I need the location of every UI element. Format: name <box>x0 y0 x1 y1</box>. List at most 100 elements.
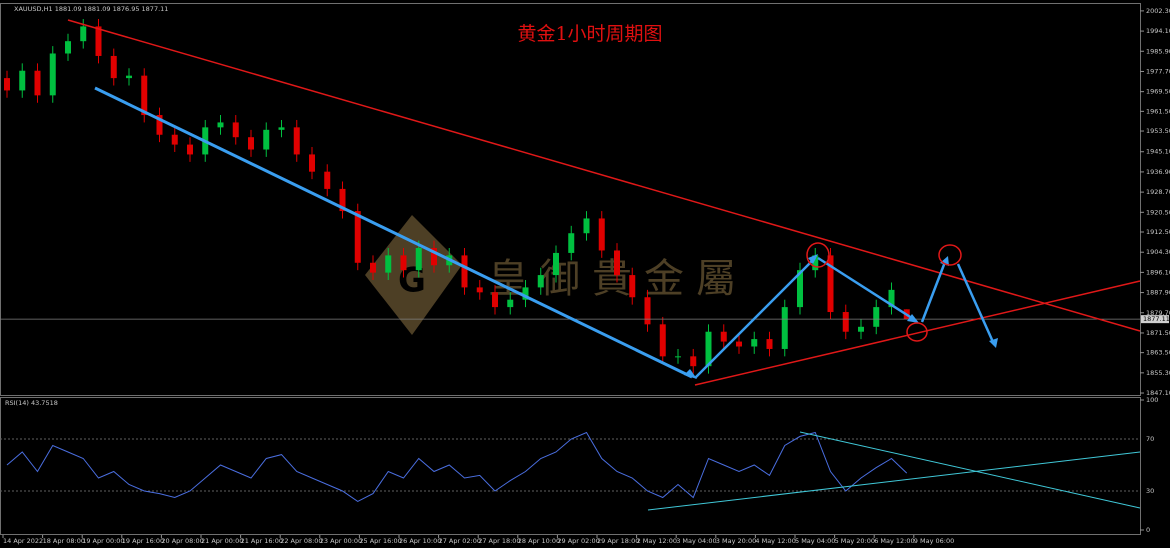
y-tick-label: 1969.50 <box>1146 88 1170 96</box>
candle-body <box>49 53 56 96</box>
trend-arrow <box>817 256 916 322</box>
x-tick-label: 3 May 04:00 <box>676 537 716 545</box>
candle-body <box>4 78 10 91</box>
candle-body <box>507 299 514 308</box>
candle-body <box>751 339 758 347</box>
candle-body <box>156 115 163 135</box>
candle-body <box>537 275 544 288</box>
y-tick-label: 1879.70 <box>1146 309 1170 317</box>
price-box <box>1141 315 1169 324</box>
candle-body <box>232 122 239 138</box>
candle-body <box>324 171 331 189</box>
x-tick-label: 26 Apr 10:00 <box>399 537 441 545</box>
candle-body <box>568 233 575 253</box>
x-tick-label: 4 May 12:00 <box>755 537 795 545</box>
trend-arrow <box>94 86 693 379</box>
y-tick-label: 1936.90 <box>1146 168 1170 176</box>
candle-body <box>248 137 254 150</box>
header: XAUUSD,H1 1881.09 1881.09 1876.95 1877.1… <box>14 5 168 13</box>
y-tick-label: 1847.10 <box>1146 389 1170 397</box>
candle-body <box>659 324 666 357</box>
trend-arrow <box>920 261 947 323</box>
resistance-line <box>67 19 1141 332</box>
y-tick-label: 1953.50 <box>1146 127 1170 135</box>
rsi-tick-label: 100 <box>1146 396 1158 404</box>
trend-arrow <box>694 257 816 379</box>
y-tick-label: 1887.90 <box>1146 289 1170 297</box>
highlight-circle <box>806 242 830 268</box>
candle-body <box>126 75 132 79</box>
candle-body <box>690 356 697 367</box>
x-tick-label: 22 Apr 08:00 <box>280 537 322 545</box>
candle-body <box>858 326 864 332</box>
y-tick-label: 1994.10 <box>1146 27 1170 35</box>
x-tick-label: 5 May 20:00 <box>835 537 875 545</box>
x-tick-label: 21 Apr 00:00 <box>201 537 243 545</box>
candle-body <box>781 307 788 349</box>
candle-body <box>461 255 468 288</box>
y-tick-label: 1863.50 <box>1146 349 1170 357</box>
x-tick-label: 5 May 04:00 <box>795 537 835 545</box>
trend-arrow <box>956 263 995 343</box>
candle-body <box>873 307 880 327</box>
candle-body <box>110 55 117 79</box>
candle-body <box>370 262 376 273</box>
candle-body <box>354 211 361 263</box>
candle-body <box>598 218 605 251</box>
candle-body <box>797 270 803 308</box>
candle-body <box>339 188 346 212</box>
y-tick-label: 1945.10 <box>1146 148 1170 156</box>
x-tick-label: 27 Apr 02:00 <box>439 537 481 545</box>
candle-body <box>415 248 422 271</box>
x-tick-label: 9 May 06:00 <box>914 537 954 545</box>
candle-body <box>812 255 819 271</box>
candle-body <box>705 331 712 367</box>
rsi-tick-label: 0 <box>1146 526 1150 534</box>
candle-body <box>720 331 727 342</box>
y-tick-label: 1977.70 <box>1146 67 1170 75</box>
x-tick-label: 29 Apr 18:00 <box>597 537 639 545</box>
support-line <box>694 280 1141 386</box>
arrow-head <box>907 314 919 323</box>
x-tick-label: 14 Apr 2022 <box>3 537 43 545</box>
arrow-head <box>940 256 949 266</box>
x-tick-label: 19 Apr 16:00 <box>122 537 164 545</box>
candle-body <box>476 287 483 293</box>
rsi-frame <box>0 397 1141 535</box>
x-tick-label: 28 Apr 10:00 <box>518 537 560 545</box>
candle-body <box>385 255 392 273</box>
y-tick-label: 1871.50 <box>1146 329 1170 337</box>
current-price-label: 1877.11 <box>1143 315 1170 323</box>
x-tick-label: 19 Apr 00:00 <box>82 537 124 545</box>
rsi-label: RSI(14) 43.7518 <box>5 399 58 407</box>
x-tick-label: 21 Apr 16:00 <box>241 537 283 545</box>
candle-body <box>675 356 681 358</box>
candle-body <box>95 26 102 56</box>
candle-body <box>736 341 742 347</box>
candle-body <box>842 312 849 332</box>
y-tick-label: 2002.30 <box>1146 7 1170 15</box>
candle-body <box>644 297 651 325</box>
x-tick-label: 23 Apr 00:00 <box>320 537 362 545</box>
candle-body <box>278 127 285 130</box>
arrow-head <box>989 338 998 348</box>
x-tick-label: 20 Apr 08:00 <box>161 537 203 545</box>
x-tick-label: 27 Apr 18:00 <box>478 537 520 545</box>
watermark-text: 皇御貴金屬 <box>488 256 748 302</box>
candle-body <box>827 255 834 313</box>
candle-body <box>431 248 437 266</box>
logo <box>365 215 462 335</box>
candle-body <box>400 255 407 271</box>
y-tick-label: 1928.70 <box>1146 188 1170 196</box>
x-tick-label: 25 Apr 16:00 <box>359 537 401 545</box>
x-tick-label: 6 May 12:00 <box>874 537 914 545</box>
rsi-line <box>6 431 908 502</box>
candle-body <box>263 129 270 150</box>
annotations <box>67 19 1141 511</box>
y-tick-label: 1855.30 <box>1146 369 1170 377</box>
y-tick-label: 1904.30 <box>1146 248 1170 256</box>
candle-body <box>522 287 529 300</box>
candle-body <box>217 122 224 128</box>
candle-body <box>766 339 773 349</box>
